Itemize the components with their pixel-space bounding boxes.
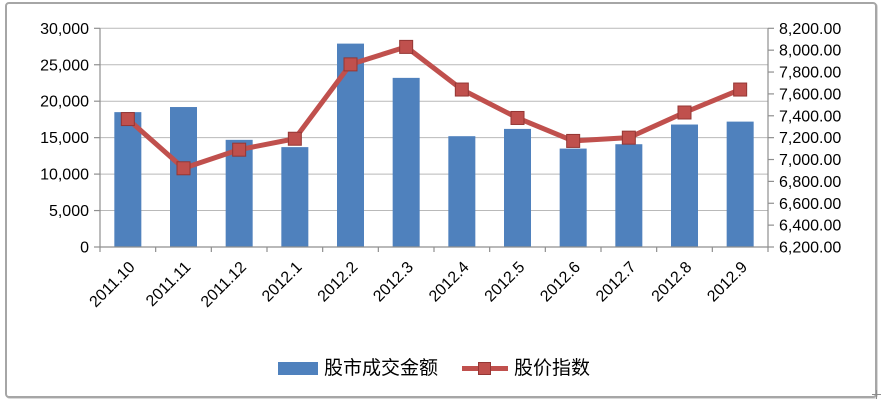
right-axis-tick-label: 6,200.00	[779, 240, 841, 257]
line-marker-2012.9[interactable]	[733, 82, 748, 97]
bar-series-swatch-icon	[277, 361, 318, 375]
line-marker-2012.6[interactable]	[566, 133, 581, 148]
line-marker-2011.10[interactable]	[120, 112, 135, 127]
left-axis-tick-label: 5,000	[49, 203, 89, 220]
line-series-swatch-icon	[462, 361, 508, 376]
right-axis-tick-label: 6,600.00	[779, 196, 841, 213]
line-marker-2012.4[interactable]	[454, 82, 469, 97]
x-axis-tick-label: 2012.9	[704, 259, 751, 306]
x-axis-tick-label: 2012.8	[649, 259, 696, 306]
left-axis-tick-label: 25,000	[40, 57, 89, 74]
line-marker-2012.3[interactable]	[399, 39, 414, 54]
line-marker-2011.12[interactable]	[232, 142, 247, 157]
right-axis-tick-label: 7,200.00	[779, 130, 841, 147]
left-axis-tick-label: 10,000	[40, 167, 89, 184]
line-marker-2012.5[interactable]	[510, 110, 525, 125]
right-axis-tick-label: 7,000.00	[779, 152, 841, 169]
bar-2011.10[interactable]	[114, 112, 142, 247]
right-axis-tick-label: 7,400.00	[779, 108, 841, 125]
bar-2012.7[interactable]	[615, 144, 643, 247]
line-marker-2011.11[interactable]	[176, 161, 191, 176]
bar-2012.4[interactable]	[448, 136, 476, 247]
left-axis-tick-label: 0	[80, 240, 89, 257]
left-axis-tick-label: 20,000	[40, 94, 89, 111]
x-axis-tick-label: 2011.12	[198, 259, 250, 311]
legend-item-bar-series[interactable]: 股市成交金额	[277, 357, 438, 379]
bar-2011.11[interactable]	[170, 107, 197, 247]
x-axis-tick-label: 2012.1	[259, 259, 306, 306]
legend-label-line-series: 股价指数	[514, 357, 591, 379]
line-marker-2012.7[interactable]	[621, 130, 636, 145]
legend-label-bar-series: 股市成交金额	[323, 357, 438, 379]
left-axis-tick-label: 30,000	[40, 21, 89, 38]
x-axis-tick-label: 2011.10	[87, 259, 139, 311]
bar-2012.9[interactable]	[726, 121, 754, 247]
right-axis-tick-label: 6,400.00	[779, 218, 841, 235]
x-axis-tick-label: 2012.5	[482, 259, 529, 306]
right-axis-tick-label: 6,800.00	[779, 174, 841, 191]
right-axis-tick-label: 8,000.00	[779, 43, 841, 60]
price-index-line	[126, 44, 742, 171]
right-axis-tick-label: 7,600.00	[779, 86, 841, 103]
x-axis-tick-label: 2012.7	[593, 259, 640, 306]
right-axis-tick-label: 7,800.00	[779, 65, 841, 82]
line-marker-2012.8[interactable]	[677, 105, 692, 120]
line-marker-2012.2[interactable]	[343, 57, 358, 72]
corner-artifact-icon	[872, 390, 881, 399]
bar-2011.12[interactable]	[225, 139, 253, 247]
x-axis-tick-label: 2012.6	[537, 259, 584, 306]
left-axis-tick-label: 15,000	[40, 130, 89, 147]
bar-2012.6[interactable]	[559, 148, 587, 247]
bar-2012.8[interactable]	[671, 124, 698, 247]
chart-legend: 股市成交金额 股价指数	[100, 352, 768, 384]
x-axis-tick-label: 2012.3	[370, 259, 417, 306]
bar-2012.5[interactable]	[504, 128, 531, 247]
bar-2012.3[interactable]	[392, 77, 420, 247]
x-axis-tick-label: 2012.4	[426, 259, 473, 306]
bar-2012.1[interactable]	[281, 147, 309, 247]
line-swatch-marker-icon	[478, 361, 491, 375]
line-marker-2012.1[interactable]	[287, 131, 302, 146]
legend-item-line-series[interactable]: 股价指数	[462, 359, 590, 378]
x-axis-tick-label: 2012.2	[315, 259, 362, 306]
x-axis-tick-label: 2011.11	[143, 259, 194, 310]
right-axis-tick-label: 8,200.00	[779, 21, 841, 38]
